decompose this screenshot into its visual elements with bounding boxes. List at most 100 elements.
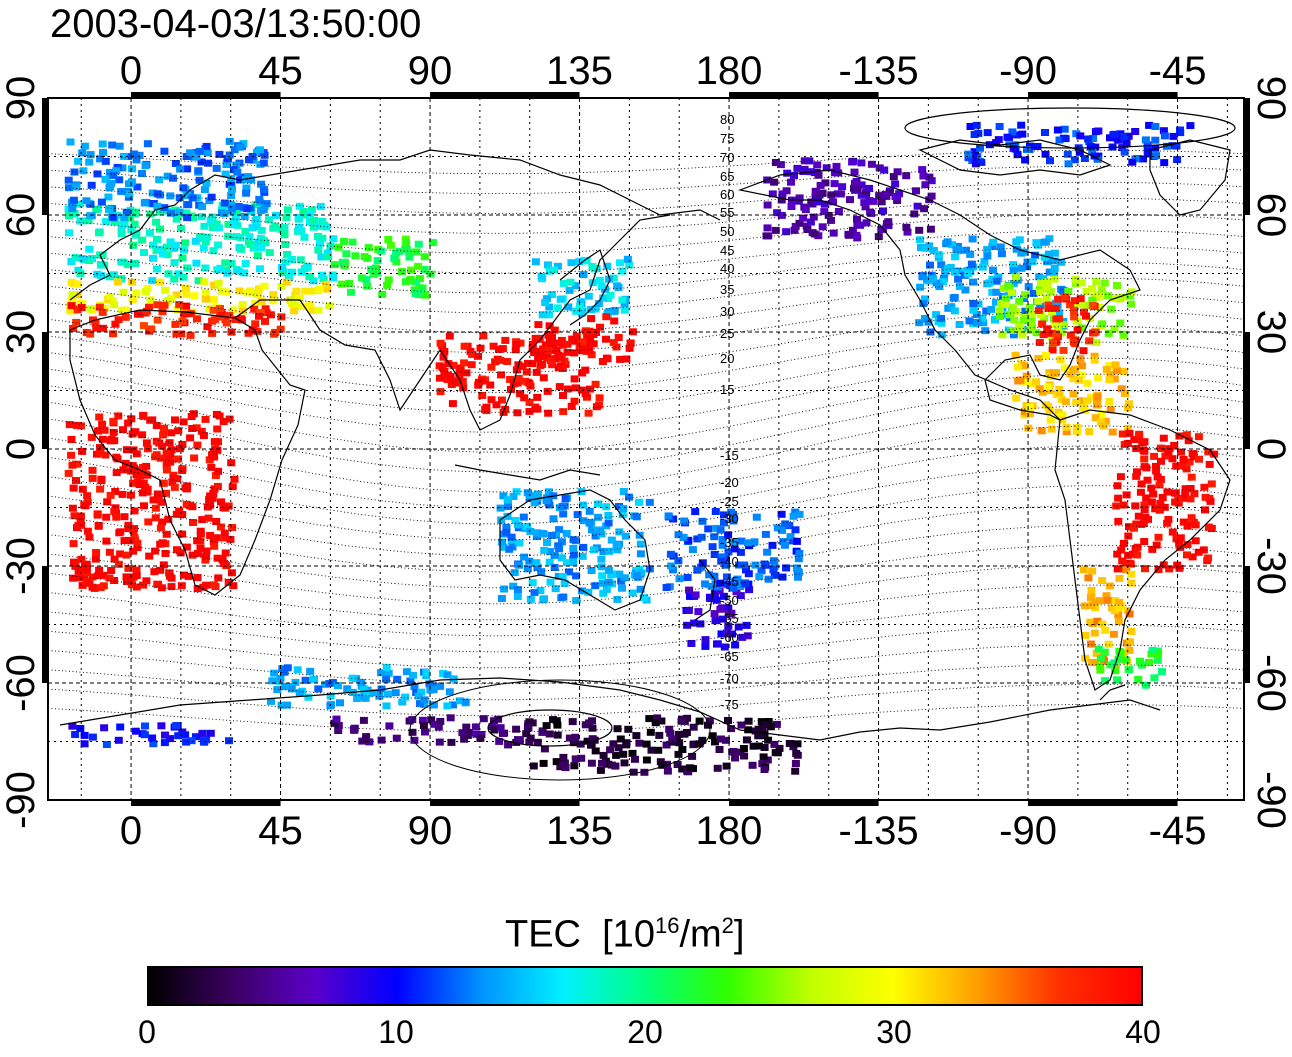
tec-cell xyxy=(1052,330,1060,338)
tec-cell xyxy=(1178,462,1187,470)
tec-cell xyxy=(182,738,191,746)
tec-cell xyxy=(1145,121,1154,129)
tec-cell xyxy=(970,148,979,156)
tec-cell xyxy=(577,587,586,595)
tec-cell xyxy=(737,537,746,545)
tec-cell xyxy=(541,299,550,306)
tec-cell xyxy=(763,224,772,232)
tec-cell xyxy=(122,446,131,454)
tec-cell xyxy=(267,697,275,705)
tec-cell xyxy=(310,223,318,231)
tec-cell xyxy=(503,512,512,520)
tec-cell xyxy=(1002,301,1010,308)
tec-cell xyxy=(1116,319,1125,327)
tec-cell xyxy=(220,210,229,218)
tec-cell xyxy=(1029,289,1038,297)
tec-cell xyxy=(1152,462,1160,470)
tec-cell xyxy=(1122,491,1131,499)
tec-cell xyxy=(705,571,714,579)
tec-cell xyxy=(232,233,241,241)
tec-cell xyxy=(645,715,654,723)
tec-cell xyxy=(112,167,121,175)
tec-cell xyxy=(728,748,737,756)
tec-cell xyxy=(210,438,219,446)
tec-cell xyxy=(673,761,682,768)
tec-cell xyxy=(1037,427,1046,435)
tec-cell xyxy=(708,732,717,740)
tec-cell xyxy=(188,503,197,511)
tec-cell xyxy=(1011,351,1020,359)
tec-cell xyxy=(448,400,457,408)
tec-cell xyxy=(77,304,86,311)
tec-cell xyxy=(145,229,154,237)
tec-cell xyxy=(180,310,189,318)
right-latitude-label: -90 xyxy=(1249,771,1292,829)
tec-cell xyxy=(167,583,176,591)
tec-cell xyxy=(324,253,333,261)
tec-cell xyxy=(551,585,560,593)
tec-cell xyxy=(183,165,192,173)
tec-cell xyxy=(528,340,537,348)
tec-cell xyxy=(255,146,264,154)
tec-cell xyxy=(138,170,146,177)
tec-cell xyxy=(1056,356,1065,364)
tec-cell xyxy=(810,230,819,238)
tec-cell xyxy=(1055,136,1064,144)
tec-cell xyxy=(142,439,151,447)
tec-cell xyxy=(408,716,417,724)
magnetic-latitude-line xyxy=(47,229,1245,274)
tec-cell xyxy=(607,536,616,544)
tec-cell xyxy=(477,377,486,385)
tec-cell xyxy=(316,202,325,210)
tec-cell xyxy=(763,548,772,556)
tec-cell xyxy=(107,179,116,187)
tec-cell xyxy=(111,488,120,495)
tec-cell xyxy=(1111,667,1120,675)
tec-cell xyxy=(277,283,286,290)
tec-cell xyxy=(87,433,96,441)
tec-cell xyxy=(194,167,203,175)
tec-cell xyxy=(210,316,219,324)
tec-cell xyxy=(217,498,225,506)
tec-cell xyxy=(588,724,597,732)
tec-cell xyxy=(202,547,211,555)
tec-cell xyxy=(296,294,304,302)
tec-cell xyxy=(1034,307,1043,314)
tec-cell xyxy=(540,546,549,554)
tec-cell xyxy=(615,528,624,536)
tec-cell xyxy=(342,250,351,258)
tec-cell xyxy=(1179,518,1188,526)
tec-cell xyxy=(75,574,84,582)
tec-cell xyxy=(70,210,79,218)
tec-cell xyxy=(158,518,167,526)
tec-cell xyxy=(449,701,457,709)
tec-cell xyxy=(533,533,542,541)
tec-cell xyxy=(771,226,780,234)
tec-cell xyxy=(88,474,97,482)
tec-cell xyxy=(172,215,181,223)
tec-cell xyxy=(1049,339,1058,347)
tec-cell xyxy=(760,766,769,773)
tec-cell xyxy=(1127,570,1136,578)
tec-cell xyxy=(570,762,579,770)
tec-cell xyxy=(305,273,314,281)
tec-cell xyxy=(124,419,133,427)
tec-cell xyxy=(248,224,257,232)
tec-cell xyxy=(578,345,587,353)
tec-cell xyxy=(1123,439,1132,447)
tec-cell xyxy=(71,254,80,262)
tec-cell xyxy=(723,629,731,637)
tec-cell xyxy=(365,690,373,698)
tec-cell xyxy=(657,717,666,725)
tec-cell xyxy=(1139,447,1148,454)
tec-cell xyxy=(731,641,740,649)
tec-cell xyxy=(1086,594,1095,602)
tec-cell xyxy=(392,258,401,266)
tec-cell xyxy=(64,469,73,477)
magnetic-latitude-line xyxy=(47,149,1245,175)
tec-cell xyxy=(1086,618,1095,626)
tec-cell xyxy=(206,729,215,737)
tec-cell xyxy=(565,734,574,742)
tec-cell xyxy=(902,223,911,231)
tec-cell xyxy=(770,740,779,748)
